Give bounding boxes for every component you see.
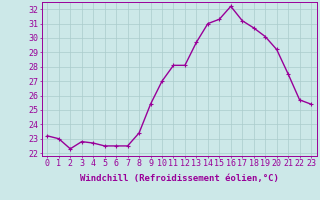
X-axis label: Windchill (Refroidissement éolien,°C): Windchill (Refroidissement éolien,°C) [80,174,279,183]
